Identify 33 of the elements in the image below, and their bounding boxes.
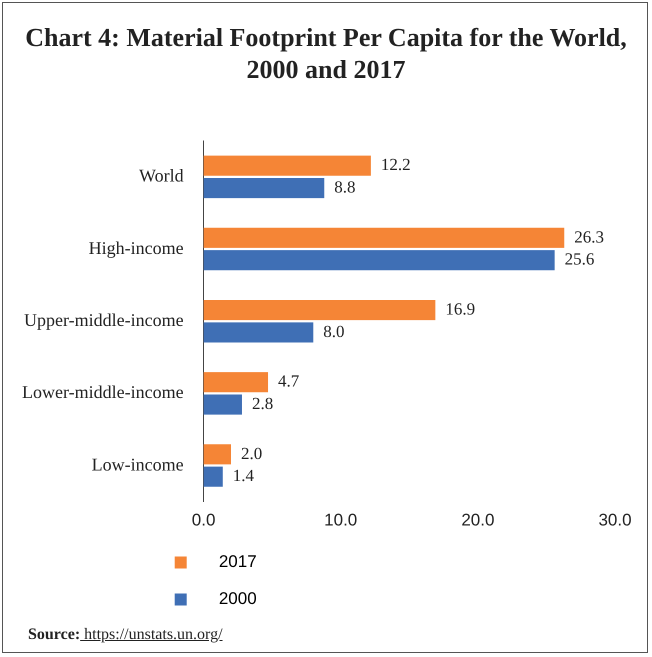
data-label: 12.2 <box>380 155 411 174</box>
source-note: Source: https://unstats.un.org/ <box>28 626 223 643</box>
legend-label: 2017 <box>195 552 450 572</box>
legend-label: 2000 <box>195 589 450 608</box>
x-tick-label: 30.0 <box>598 510 632 530</box>
y-tick-label: Low-income <box>92 454 184 474</box>
bar <box>204 394 242 415</box>
data-label: 26.3 <box>574 227 604 246</box>
data-label: 25.6 <box>564 250 594 269</box>
data-label: 1.4 <box>232 466 255 486</box>
bar <box>204 228 564 248</box>
x-tick-label: 0.0 <box>192 510 216 530</box>
data-label: 8.8 <box>334 178 356 197</box>
data-label: 8.0 <box>323 322 345 341</box>
bar <box>204 300 436 320</box>
bar <box>204 372 268 392</box>
bar <box>204 178 324 198</box>
data-label: 2.0 <box>241 444 262 463</box>
chart-title: Chart 4: Material Footprint Per Capita for the World, 2000 and 2017 <box>24 22 628 86</box>
y-tick-label: World <box>139 166 184 186</box>
bar <box>204 322 314 342</box>
x-tick-label: 10.0 <box>324 510 358 530</box>
bar <box>204 466 223 487</box>
y-tick-label: Upper-middle-income <box>24 310 184 330</box>
bar <box>204 444 232 464</box>
y-tick-label: Lower-middle-income <box>22 382 184 402</box>
data-label: 16.9 <box>445 299 476 318</box>
y-tick-label: High-income <box>88 238 184 258</box>
data-label: 4.7 <box>278 372 300 391</box>
bar <box>204 156 371 176</box>
data-label: 2.8 <box>252 394 274 414</box>
x-tick-label: 20.0 <box>461 510 494 530</box>
bar <box>204 250 555 270</box>
